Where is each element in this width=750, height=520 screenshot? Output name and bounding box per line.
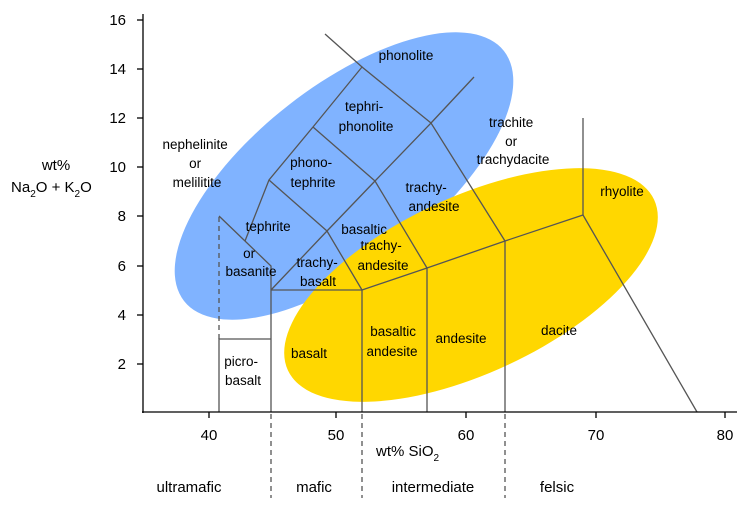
field-label-phonotephrite: phono- tephrite (290, 155, 336, 190)
x-tick-label: 40 (201, 427, 218, 444)
x-tick-label: 70 (588, 427, 605, 444)
field-label-andesite: andesite (435, 331, 486, 346)
field-boundaries (218, 33, 698, 498)
y-tick-label: 10 (109, 159, 126, 176)
y-axis-title-line1: wt% (41, 157, 70, 174)
field-labels: phonolite tephri- phonolite phono- tephr… (162, 48, 643, 388)
silica-class-labels: ultramafic mafic intermediate felsic (156, 479, 574, 496)
y-tick-labels: 2 4 6 8 10 12 14 16 (109, 12, 126, 373)
field-label-basaltic-andesite: basaltic andesite (366, 324, 419, 359)
y-tick-label: 16 (109, 12, 126, 29)
y-tick-label: 6 (118, 258, 126, 275)
x-axis-title: wt% SiO2 (375, 443, 440, 464)
field-label-trachybasalt: trachy- basalt (296, 255, 341, 289)
field-label-tephriphonolite: tephri- phonolite (339, 99, 394, 134)
x-tick-label: 50 (328, 427, 345, 444)
y-tick-label: 8 (118, 208, 126, 225)
field-label-trachyandesite: trachy- andesite (405, 180, 459, 214)
axes (137, 14, 737, 418)
y-tick-label: 14 (109, 61, 126, 78)
x-tick-labels: 40 50 60 70 80 (201, 427, 734, 444)
field-label-basaltic-trachyandesite: basaltic trachy- andesite (341, 222, 408, 273)
field-label-trachyte: trachite or trachydacite (477, 115, 550, 167)
field-label-rhyolite: rhyolite (600, 184, 644, 199)
y-tick-label: 12 (109, 110, 126, 127)
y-tick-label: 2 (118, 356, 126, 373)
field-label-picrobasalt: picro- basalt (224, 354, 262, 388)
class-label-mafic: mafic (296, 479, 332, 496)
x-tick-label: 60 (458, 427, 475, 444)
class-label-felsic: felsic (540, 479, 575, 496)
subalkaline-series-ellipse (284, 168, 658, 402)
x-tick-label: 80 (717, 427, 734, 444)
field-label-basalt: basalt (291, 346, 327, 361)
y-axis-title-line2: Na2O + K2O (11, 179, 92, 200)
class-label-intermediate: intermediate (392, 479, 475, 496)
field-label-tephrite-basanite: tephrite or basanite (225, 219, 294, 279)
y-tick-label: 4 (118, 307, 126, 324)
field-label-phonolite: phonolite (379, 48, 434, 63)
alkaline-series-ellipse (174, 32, 514, 320)
class-label-ultramafic: ultramafic (156, 479, 222, 496)
field-label-dacite: dacite (541, 323, 577, 338)
field-label-foidite: nephelinite or melilitite (162, 137, 231, 190)
